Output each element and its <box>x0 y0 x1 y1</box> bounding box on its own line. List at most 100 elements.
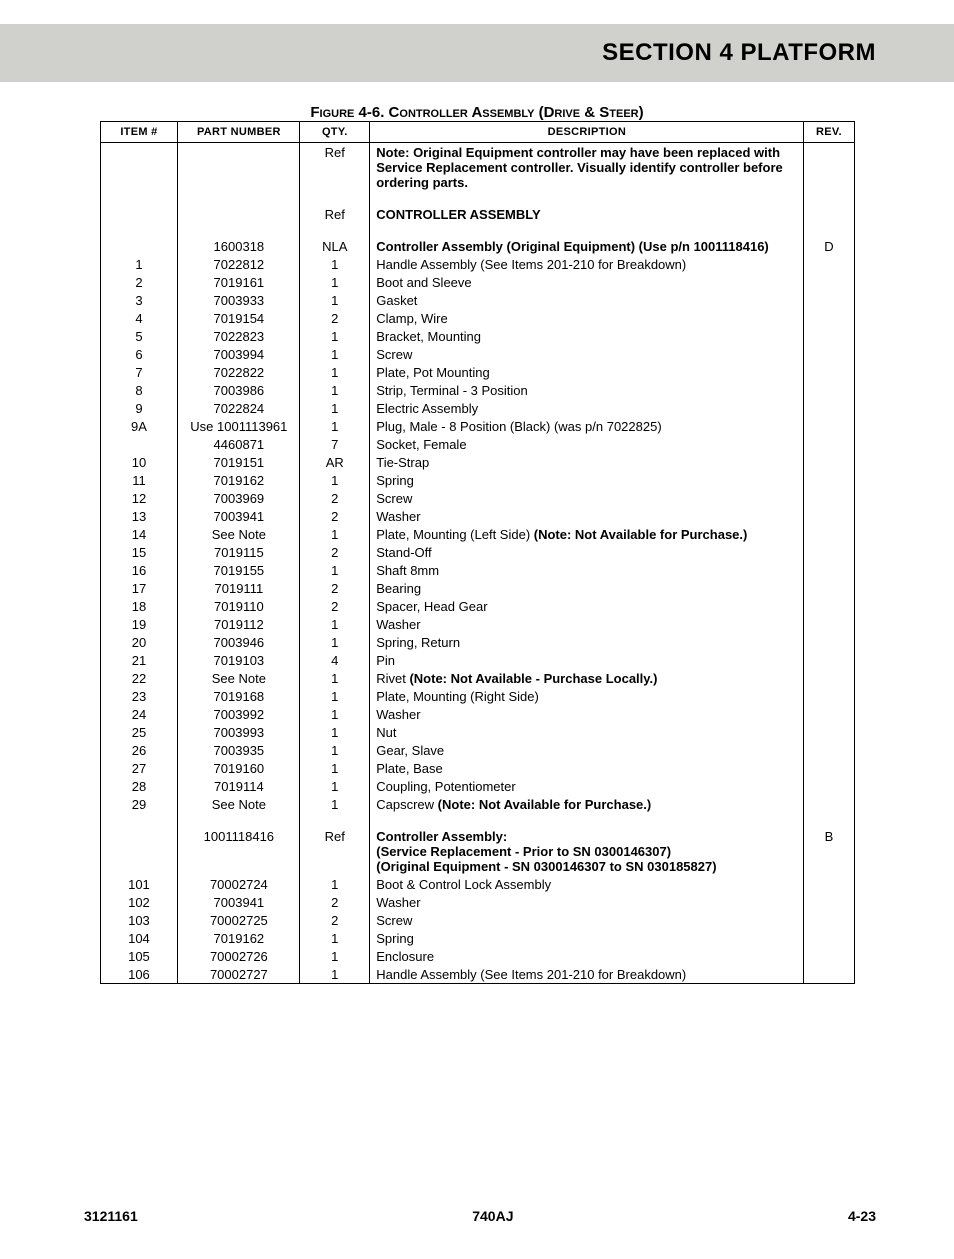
cell-desc: Boot and Sleeve <box>370 273 804 291</box>
th-rev: REV. <box>804 122 854 143</box>
table-row: 106700027271Handle Assembly (See Items 2… <box>100 965 854 984</box>
cell-qty: NLA <box>300 237 370 255</box>
cell-item: 17 <box>100 579 178 597</box>
table-row: 470191542Clamp, Wire <box>100 309 854 327</box>
cell-item <box>100 237 178 255</box>
cell-qty: 1 <box>300 687 370 705</box>
cell-part: 7022812 <box>178 255 300 273</box>
cell-item: 22 <box>100 669 178 687</box>
cell-qty: AR <box>300 453 370 471</box>
cell-rev <box>804 597 854 615</box>
cell-qty: 1 <box>300 273 370 291</box>
cell-desc: Bracket, Mounting <box>370 327 804 345</box>
table-row: 1570191152Stand-Off <box>100 543 854 561</box>
cell-desc: Tie-Strap <box>370 453 804 471</box>
table-row: 1970191121Washer <box>100 615 854 633</box>
cell-rev <box>804 489 854 507</box>
cell-rev <box>804 205 854 223</box>
cell-qty: 2 <box>300 309 370 327</box>
table-row: 2870191141Coupling, Potentiometer <box>100 777 854 795</box>
cell-part: 4460871 <box>178 435 300 453</box>
cell-desc: Spacer, Head Gear <box>370 597 804 615</box>
table-row <box>100 813 854 827</box>
cell-qty: 2 <box>300 489 370 507</box>
cell-desc: Washer <box>370 705 804 723</box>
cell-part: See Note <box>178 669 300 687</box>
cell-desc: Coupling, Potentiometer <box>370 777 804 795</box>
cell-part: 7003935 <box>178 741 300 759</box>
cell-rev <box>804 309 854 327</box>
th-part: PART NUMBER <box>178 122 300 143</box>
cell-desc: Socket, Female <box>370 435 804 453</box>
section-title: SECTION 4 PLATFORM <box>602 39 876 67</box>
cell-desc: Clamp, Wire <box>370 309 804 327</box>
cell-qty: 1 <box>300 381 370 399</box>
cell-item <box>100 435 178 453</box>
cell-qty: 4 <box>300 651 370 669</box>
cell-desc: Plate, Base <box>370 759 804 777</box>
cell-item: 11 <box>100 471 178 489</box>
cell-item: 2 <box>100 273 178 291</box>
cell-part: 7022823 <box>178 327 300 345</box>
cell-qty: Ref <box>300 143 370 192</box>
cell-rev <box>804 327 854 345</box>
cell-rev <box>804 875 854 893</box>
cell-qty: 1 <box>300 561 370 579</box>
cell-desc: Gasket <box>370 291 804 309</box>
cell-part: 7003994 <box>178 345 300 363</box>
cell-item: 1 <box>100 255 178 273</box>
cell-desc: Stand-Off <box>370 543 804 561</box>
table-row: 1001118416RefController Assembly:(Servic… <box>100 827 854 875</box>
cell-qty: 1 <box>300 525 370 543</box>
cell-rev <box>804 381 854 399</box>
table-row: 2670039351Gear, Slave <box>100 741 854 759</box>
cell-desc: Capscrew (Note: Not Available for Purcha… <box>370 795 804 813</box>
table-row: 2070039461Spring, Return <box>100 633 854 651</box>
parts-table: ITEM # PART NUMBER QTY. DESCRIPTION REV.… <box>100 121 855 984</box>
cell-part: 7022824 <box>178 399 300 417</box>
table-header-row: ITEM # PART NUMBER QTY. DESCRIPTION REV. <box>100 122 854 143</box>
table-row: 2170191034Pin <box>100 651 854 669</box>
table-row: 10270039412Washer <box>100 893 854 911</box>
cell-desc: Shaft 8mm <box>370 561 804 579</box>
cell-qty: 1 <box>300 875 370 893</box>
table-row: 570228231Bracket, Mounting <box>100 327 854 345</box>
cell-item: 24 <box>100 705 178 723</box>
table-row: 870039861Strip, Terminal - 3 Position <box>100 381 854 399</box>
cell-rev <box>804 435 854 453</box>
cell-rev <box>804 363 854 381</box>
cell-rev <box>804 911 854 929</box>
cell-rev <box>804 965 854 984</box>
cell-item: 4 <box>100 309 178 327</box>
cell-qty: 2 <box>300 911 370 929</box>
cell-desc: Washer <box>370 507 804 525</box>
cell-item <box>100 205 178 223</box>
footer-left: 3121161 <box>84 1208 138 1224</box>
cell-item: 27 <box>100 759 178 777</box>
table-row: 170228121Handle Assembly (See Items 201-… <box>100 255 854 273</box>
cell-rev <box>804 345 854 363</box>
cell-qty: 2 <box>300 579 370 597</box>
cell-rev <box>804 723 854 741</box>
table-row: 370039331Gasket <box>100 291 854 309</box>
cell-part: 7003993 <box>178 723 300 741</box>
cell-item: 26 <box>100 741 178 759</box>
cell-desc: Rivet (Note: Not Available - Purchase Lo… <box>370 669 804 687</box>
cell-item: 105 <box>100 947 178 965</box>
cell-part: 70002726 <box>178 947 300 965</box>
cell-desc: Screw <box>370 345 804 363</box>
cell-part: 7003986 <box>178 381 300 399</box>
cell-item: 106 <box>100 965 178 984</box>
cell-part: 7003946 <box>178 633 300 651</box>
table-row: 2470039921Washer <box>100 705 854 723</box>
cell-item: 16 <box>100 561 178 579</box>
cell-item: 20 <box>100 633 178 651</box>
cell-item: 19 <box>100 615 178 633</box>
cell-rev <box>804 947 854 965</box>
table-row <box>100 223 854 237</box>
cell-item: 29 <box>100 795 178 813</box>
cell-desc: Spring <box>370 471 804 489</box>
table-body: RefNote: Original Equipment controller m… <box>100 143 854 984</box>
cell-desc: Plate, Mounting (Left Side) (Note: Not A… <box>370 525 804 543</box>
cell-part: 7003941 <box>178 893 300 911</box>
